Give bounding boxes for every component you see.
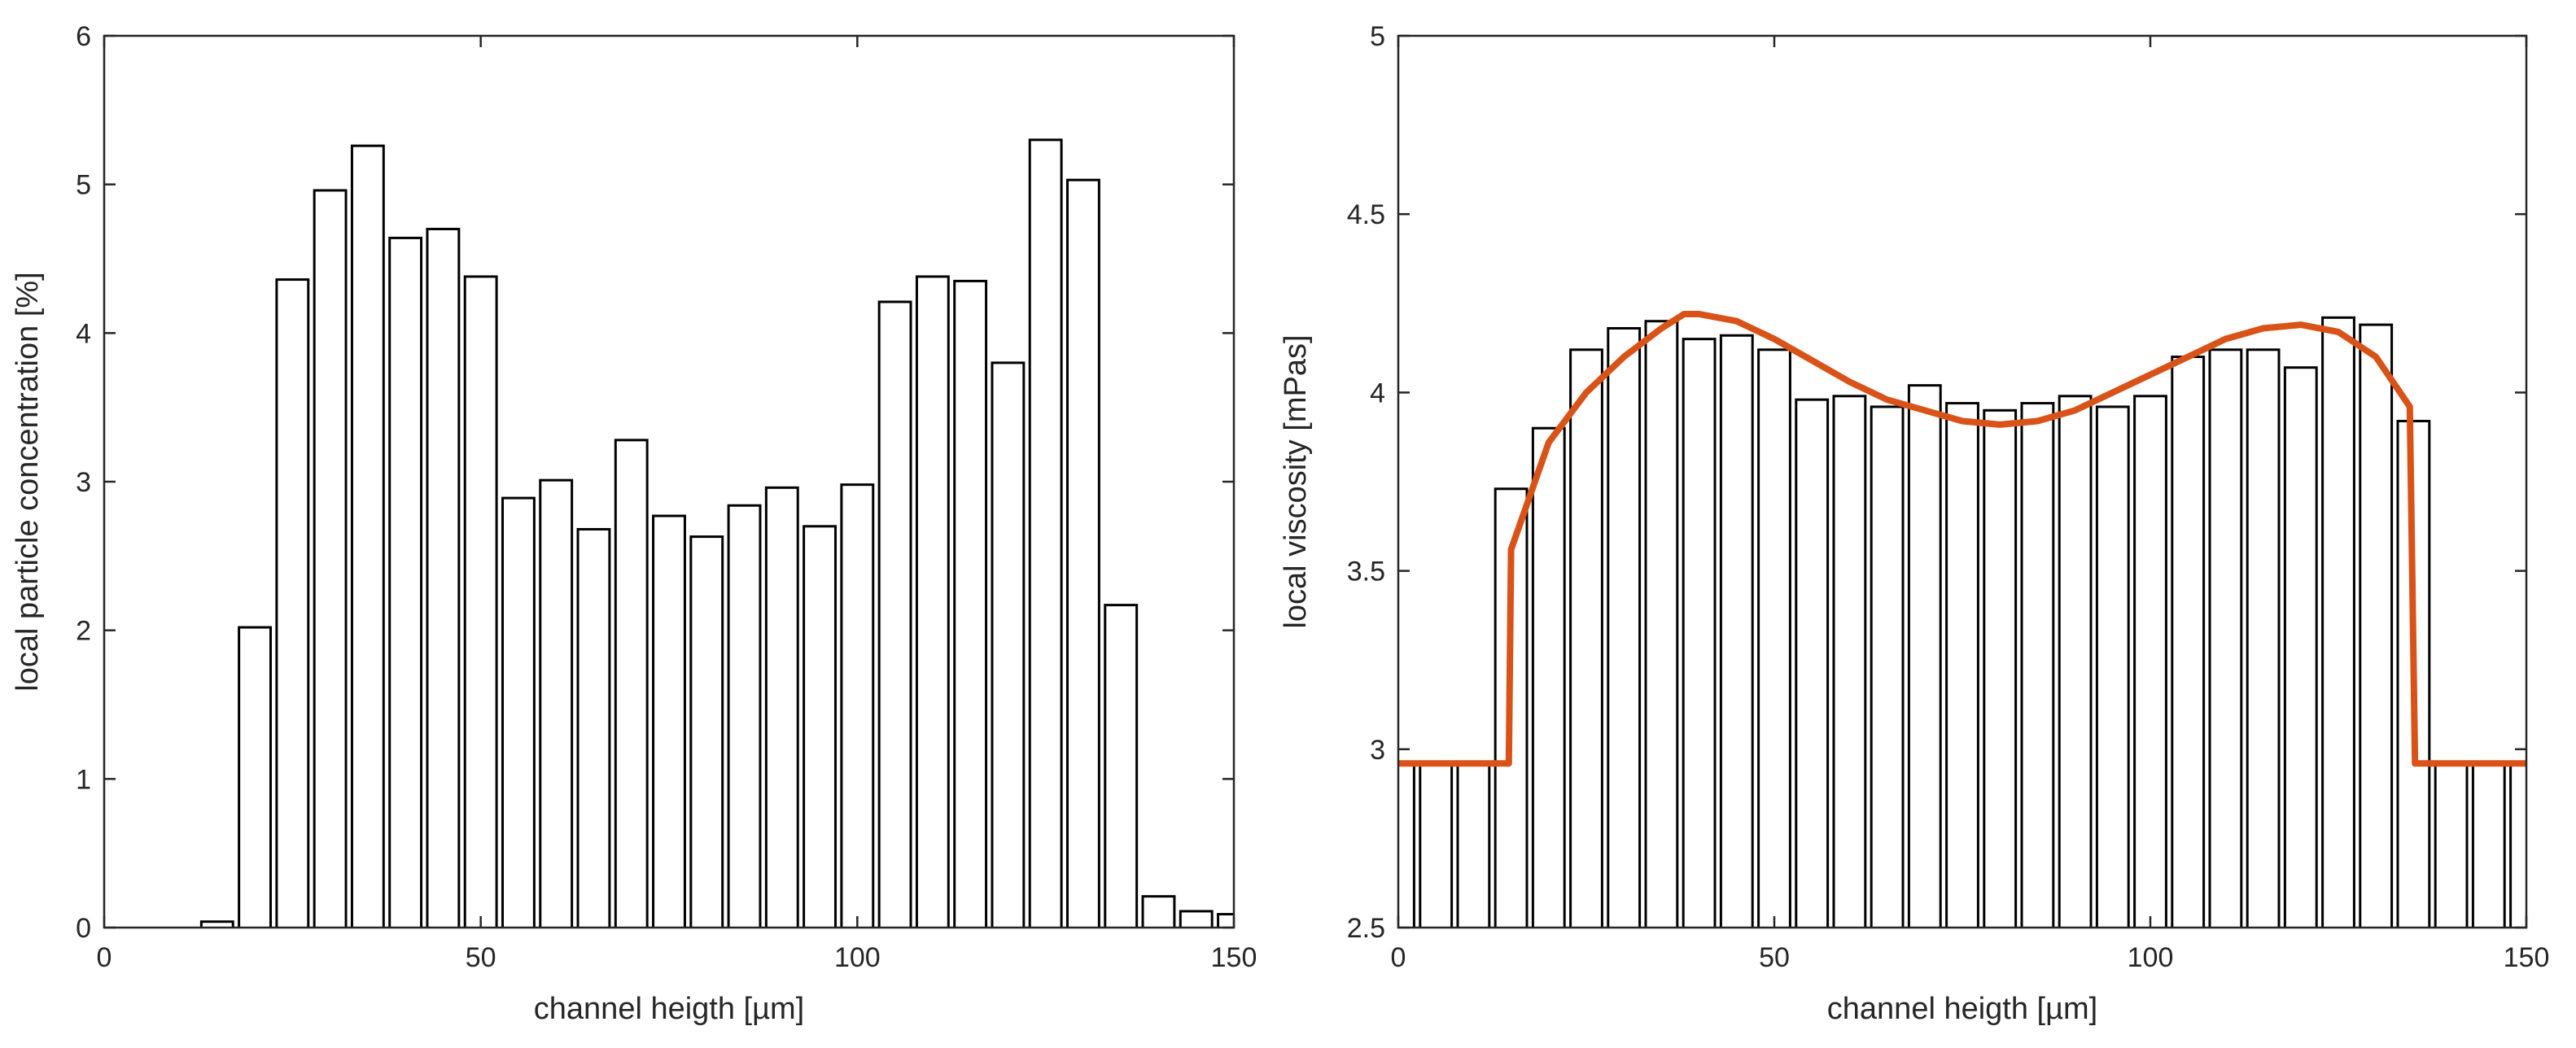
- bar: [652, 514, 686, 928]
- bar: [764, 486, 799, 928]
- bar: [1983, 408, 2018, 928]
- bar: [915, 275, 950, 928]
- bar: [1832, 395, 1867, 928]
- bar: [2208, 348, 2243, 928]
- bar: [1066, 178, 1100, 928]
- bar: [1141, 895, 1176, 928]
- bar: [953, 279, 988, 928]
- y-tick-label: 4: [1370, 378, 1385, 408]
- viscosity-chart: 0 50 100 150 2.5 3 3.5 4 4.5 5 channel heigth [µm]…: [1279, 21, 2549, 1026]
- bar: [501, 496, 536, 928]
- x-tick-label: 0: [97, 942, 112, 973]
- bar: [1531, 426, 1566, 928]
- bar: [727, 504, 762, 928]
- bar: [2246, 348, 2281, 928]
- axes-box: [1397, 34, 2528, 929]
- concentration-chart: 0 50 100 150 0 1 2 3 4 5 6 channel heigth [µm] local…: [11, 21, 1257, 1026]
- bar: [2283, 366, 2318, 928]
- bar: [238, 626, 272, 928]
- bar: [1179, 910, 1214, 928]
- bar: [2471, 762, 2506, 928]
- plot-area: [1398, 311, 2526, 928]
- bar: [539, 478, 574, 928]
- x-tick-label: 0: [1391, 942, 1406, 973]
- y-tick-label: 3: [1370, 735, 1385, 766]
- y-axis-label: local particle concentration [%]: [11, 272, 45, 691]
- bar: [1795, 398, 1830, 928]
- y-tick-label: 3.5: [1347, 557, 1385, 587]
- bar: [1719, 334, 1754, 928]
- bar: [426, 227, 461, 928]
- bar: [1028, 138, 1063, 928]
- x-tick-label: 50: [1759, 942, 1790, 973]
- bar: [199, 920, 234, 928]
- bar: [2058, 395, 2093, 928]
- bar: [1456, 762, 1491, 928]
- y-axis-label: local viscosity [mPas]: [1279, 334, 1313, 628]
- bar: [1607, 326, 1642, 928]
- y-tick-label: 4: [76, 318, 91, 349]
- x-axis-label: channel heigth [µm]: [534, 992, 804, 1026]
- bar: [2020, 402, 2055, 928]
- bar: [877, 300, 912, 928]
- y-tick-label: 1: [76, 764, 91, 795]
- bar: [2171, 356, 2206, 928]
- bar: [1945, 402, 1979, 928]
- bar: [614, 439, 649, 928]
- x-tick-label: 50: [466, 942, 496, 973]
- plot-area: [199, 138, 1234, 928]
- y-tick-label: 3: [76, 467, 91, 498]
- bar: [275, 278, 310, 928]
- y-tick-label: 2.5: [1347, 913, 1385, 944]
- bar: [313, 189, 348, 928]
- bar: [1398, 762, 1415, 928]
- bar: [1757, 348, 1791, 928]
- y-tick-label: 5: [1370, 21, 1385, 52]
- bar: [1104, 604, 1139, 928]
- x-tick-label: 150: [2504, 942, 2550, 973]
- x-axis-label: channel heigth [µm]: [1827, 992, 2097, 1026]
- y-tick-label: 4.5: [1347, 199, 1385, 230]
- x-tick-label: 150: [1211, 942, 1257, 973]
- bar: [1419, 762, 1454, 928]
- bar: [1682, 338, 1717, 928]
- bar: [1907, 384, 1942, 928]
- bar: [463, 275, 498, 928]
- bar: [350, 144, 385, 928]
- bar: [803, 525, 837, 928]
- bar: [576, 527, 611, 928]
- bar: [991, 361, 1026, 928]
- bar: [388, 236, 423, 928]
- bar: [2359, 323, 2394, 928]
- y-tick-label: 6: [76, 21, 91, 52]
- bar: [2095, 405, 2130, 928]
- y-tick-label: 0: [76, 913, 91, 944]
- x-tick-label: 100: [2128, 942, 2174, 973]
- fit-line: [1398, 311, 2526, 767]
- bar: [1870, 405, 1905, 928]
- bar: [689, 535, 724, 928]
- x-tick-label: 100: [834, 942, 881, 973]
- y-tick-label: 5: [76, 170, 91, 201]
- bar: [2321, 316, 2355, 928]
- bar: [2434, 762, 2469, 928]
- bar: [840, 483, 875, 928]
- bar: [1644, 320, 1679, 928]
- bar: [1569, 348, 1603, 928]
- bar: [2133, 395, 2167, 928]
- y-tick-label: 2: [76, 616, 91, 647]
